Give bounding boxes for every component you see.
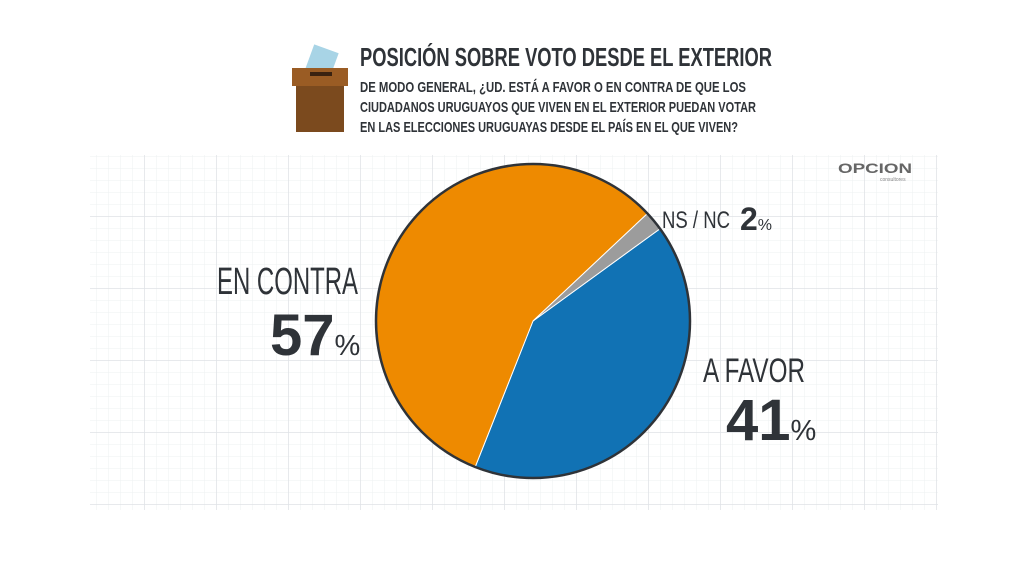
- category-label: A FAVOR: [703, 352, 805, 390]
- value-label: 57%: [270, 303, 360, 368]
- value-label: 41%: [726, 388, 816, 453]
- subtitle-line: EN LAS ELECCIONES URUGUAYAS DESDE EL PAÍ…: [360, 119, 738, 136]
- ballot-icon: [292, 44, 348, 132]
- logo-tagline: consultores: [880, 177, 906, 183]
- category-label: EN CONTRA: [217, 261, 358, 303]
- category-label: NS / NC: [662, 207, 730, 234]
- subtitle-line: CIUDADANOS URUGUAYOS QUE VIVEN EN EL EXT…: [360, 99, 756, 116]
- title: POSICIÓN SOBRE VOTO DESDE EL EXTERIOR: [360, 42, 772, 72]
- subtitle-line: DE MODO GENERAL, ¿UD. ESTÁ A FAVOR O EN …: [360, 79, 746, 96]
- logo-name: OPCION: [838, 160, 912, 176]
- pie-outline: [374, 162, 692, 480]
- value-label: 2%: [740, 201, 772, 237]
